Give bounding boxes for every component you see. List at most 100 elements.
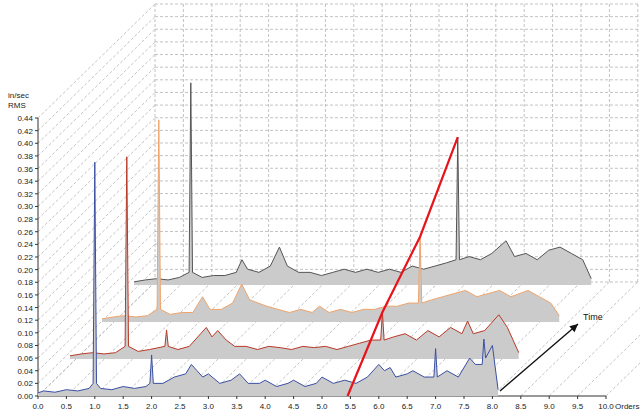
x-tick — [549, 396, 550, 399]
y-tick — [35, 193, 38, 194]
y-tick — [35, 383, 38, 384]
y-tick-label: 0.00 — [17, 392, 33, 401]
grid-line — [155, 105, 640, 106]
x-axis-label: Orders — [615, 402, 639, 411]
x-tick — [208, 396, 209, 399]
x-tick — [66, 396, 67, 399]
x-tick-label: 7.0 — [430, 402, 442, 411]
grid-line — [155, 16, 640, 17]
y-tick-label: 0.32 — [17, 190, 33, 199]
y-tick — [35, 206, 38, 207]
spectrum-line — [38, 162, 498, 393]
grid-line — [38, 4, 155, 118]
spectrum-line — [70, 157, 519, 356]
grid-line — [155, 231, 640, 232]
y-tick — [35, 294, 38, 295]
spectrum-fill — [70, 157, 519, 359]
grid-line — [155, 4, 156, 282]
x-tick — [407, 396, 408, 399]
y-tick-label: 0.02 — [17, 379, 33, 388]
y-tick-label: 0.42 — [17, 127, 33, 136]
y-tick — [35, 307, 38, 308]
x-tick-label: 10.0 — [598, 402, 614, 411]
grid-line — [38, 219, 155, 333]
grid-line — [38, 143, 155, 257]
x-tick-label: 6.0 — [373, 402, 385, 411]
grid-line — [297, 4, 298, 282]
y-tick-label: 0.30 — [17, 202, 33, 211]
grid-line — [38, 181, 155, 295]
y-tick — [35, 118, 38, 119]
x-tick-label: 5.0 — [316, 402, 328, 411]
plot-area — [38, 83, 591, 396]
y-tick-label: 0.10 — [17, 329, 33, 338]
y-tick-label: 0.22 — [17, 253, 33, 262]
x-tick-label: 9.5 — [572, 402, 584, 411]
y-tick-label: 0.18 — [17, 278, 33, 287]
grid-line — [155, 79, 640, 80]
grid-line — [155, 54, 640, 55]
y-tick — [35, 332, 38, 333]
y-tick — [35, 320, 38, 321]
grid-line — [237, 282, 354, 396]
grid-line — [38, 92, 155, 206]
x-tick-label: 1.5 — [118, 402, 130, 411]
x-tick — [180, 396, 181, 399]
grid-line — [495, 4, 496, 282]
y-tick-label: 0.38 — [17, 152, 33, 161]
x-tick — [236, 396, 237, 399]
y-tick-label: 0.08 — [17, 341, 33, 350]
y-tick — [35, 282, 38, 283]
grid-line — [38, 55, 155, 169]
grid-line — [268, 4, 269, 282]
spectrum-line — [134, 83, 591, 282]
grid-line — [38, 130, 155, 244]
grid-line — [155, 67, 640, 68]
x-tick — [151, 396, 152, 399]
x-tick-label: 3.5 — [231, 402, 243, 411]
x-tick — [435, 396, 436, 399]
grid-line — [155, 193, 640, 194]
grid-line — [211, 4, 212, 282]
grid-line — [155, 4, 640, 5]
y-tick — [35, 345, 38, 346]
y-tick-label: 0.26 — [17, 228, 33, 237]
depth-label: Time — [583, 312, 603, 322]
grid-line — [382, 4, 383, 282]
grid-line — [155, 206, 640, 207]
grid-line — [155, 29, 640, 30]
grid-line — [38, 194, 155, 308]
grid-line — [155, 244, 640, 245]
grid-line — [155, 143, 640, 144]
grid-line — [552, 4, 553, 282]
y-axis-label: RMS — [8, 101, 26, 110]
x-tick — [322, 396, 323, 399]
y-tick-label: 0.06 — [17, 354, 33, 363]
x-tick-label: 6.5 — [402, 402, 414, 411]
chart: 0.000.020.040.060.080.100.120.140.160.18… — [0, 0, 640, 419]
x-tick-label: 5.5 — [345, 402, 357, 411]
x-tick — [293, 396, 294, 399]
y-tick — [35, 370, 38, 371]
x-tick-label: 8.0 — [487, 402, 499, 411]
y-tick-label: 0.20 — [17, 266, 33, 275]
time-arrow — [500, 324, 578, 391]
x-tick — [378, 396, 379, 399]
y-tick — [35, 168, 38, 169]
spectrum-fill — [134, 83, 591, 285]
grid-line — [325, 4, 326, 282]
x-tick-label: 3.0 — [203, 402, 215, 411]
y-tick — [35, 143, 38, 144]
x-tick-label: 0.5 — [61, 402, 73, 411]
grid-line — [38, 17, 155, 131]
spectrum-fill — [102, 120, 559, 322]
x-tick-label: 2.0 — [146, 402, 158, 411]
grid-line — [38, 29, 155, 143]
grid-line — [606, 282, 640, 396]
x-tick-label: 4.0 — [260, 402, 272, 411]
x-tick — [265, 396, 266, 399]
y-tick — [35, 257, 38, 258]
y-tick-label: 0.36 — [17, 165, 33, 174]
x-tick — [123, 396, 124, 399]
y-tick — [35, 155, 38, 156]
